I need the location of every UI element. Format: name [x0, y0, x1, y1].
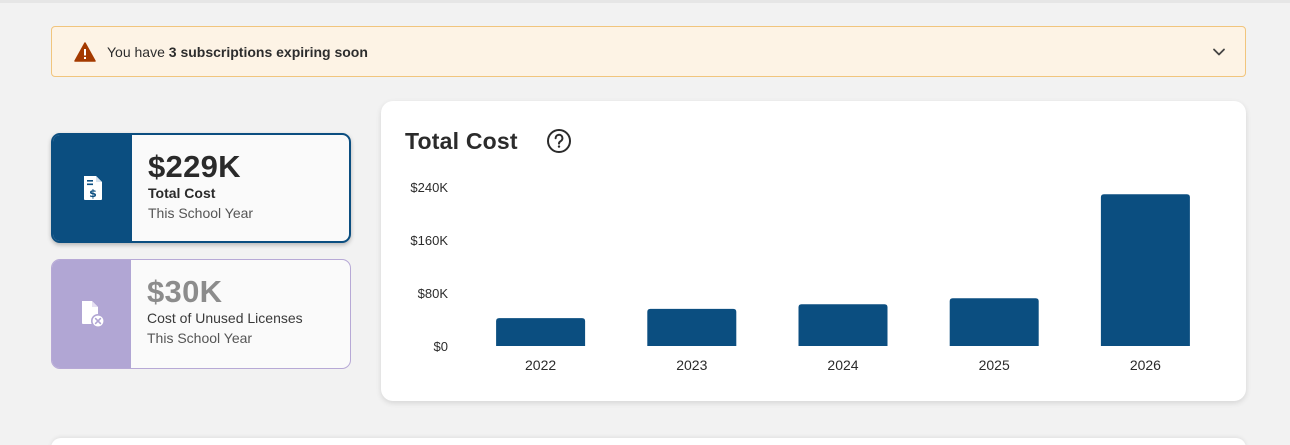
- invoice-dollar-icon: $: [83, 176, 102, 200]
- x-tick-label: 2023: [676, 357, 707, 373]
- x-tick-label: 2024: [827, 357, 858, 373]
- y-tick-label: $160K: [410, 233, 448, 248]
- unused-licenses-card[interactable]: $30K Cost of Unused Licenses This School…: [51, 259, 351, 369]
- total-cost-label: Total Cost: [148, 185, 216, 201]
- total-cost-chart-card: Total Cost $0 $80K $160K $240K 2022 2023 2024 2…: [381, 101, 1246, 401]
- x-tick-label: 2022: [525, 357, 556, 373]
- total-cost-bar-chart: $0 $80K $160K $240K 2022 2023 2024 2025 2026: [410, 180, 1190, 373]
- total-cost-card[interactable]: $ $229K Total Cost This School Year: [51, 133, 351, 243]
- unused-licenses-period: This School Year: [147, 330, 253, 346]
- bar-2023[interactable]: [647, 308, 737, 346]
- bar-2022[interactable]: [496, 318, 586, 346]
- bar-2026[interactable]: [1100, 194, 1190, 346]
- alert-message: You have 3 subscriptions expiring soon: [107, 43, 368, 61]
- total-cost-value: $229K: [148, 149, 241, 184]
- x-tick-label: 2025: [979, 357, 1010, 373]
- unused-licenses-value: $30K: [147, 274, 223, 309]
- alert-emphasis-text: 3 subscriptions expiring soon: [168, 44, 368, 60]
- warning-icon: [74, 42, 96, 62]
- bar-2024[interactable]: [798, 304, 888, 346]
- bar-2025[interactable]: [949, 298, 1039, 346]
- y-tick-label: $80K: [418, 286, 449, 301]
- total-cost-icon-panel: $: [53, 135, 132, 241]
- x-tick-label: 2026: [1130, 357, 1161, 373]
- y-tick-label: $240K: [410, 180, 448, 195]
- chart-title: Total Cost: [405, 128, 518, 154]
- total-cost-period: This School Year: [148, 205, 254, 221]
- alert-prefix-text: You have: [107, 44, 169, 60]
- unused-licenses-label: Cost of Unused Licenses: [147, 310, 303, 326]
- y-tick-label: $0: [434, 339, 448, 354]
- expiring-subscriptions-alert[interactable]: You have 3 subscriptions expiring soon: [51, 26, 1246, 77]
- file-x-icon: [81, 301, 105, 328]
- next-section-card: [51, 438, 1246, 445]
- svg-text:$: $: [89, 187, 97, 200]
- chevron-down-icon[interactable]: [1210, 43, 1228, 61]
- help-circle-icon[interactable]: [546, 128, 572, 154]
- unused-licenses-icon-panel: [52, 260, 131, 368]
- top-divider: [0, 0, 1290, 3]
